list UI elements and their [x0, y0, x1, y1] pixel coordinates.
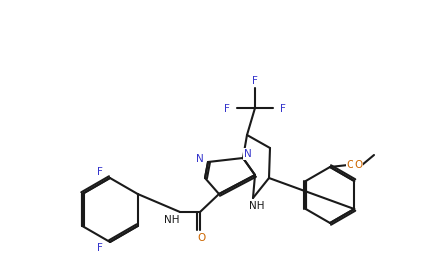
- Text: N: N: [243, 149, 251, 159]
- Text: O: O: [346, 160, 354, 170]
- Text: O: O: [197, 233, 206, 243]
- Text: F: F: [97, 243, 103, 253]
- Text: F: F: [252, 76, 257, 86]
- Text: F: F: [280, 104, 285, 114]
- Text: NH: NH: [164, 215, 179, 225]
- Text: O: O: [353, 160, 361, 170]
- Text: F: F: [224, 104, 229, 114]
- Text: N: N: [196, 154, 203, 164]
- Text: NH: NH: [249, 201, 264, 211]
- Text: F: F: [97, 167, 103, 177]
